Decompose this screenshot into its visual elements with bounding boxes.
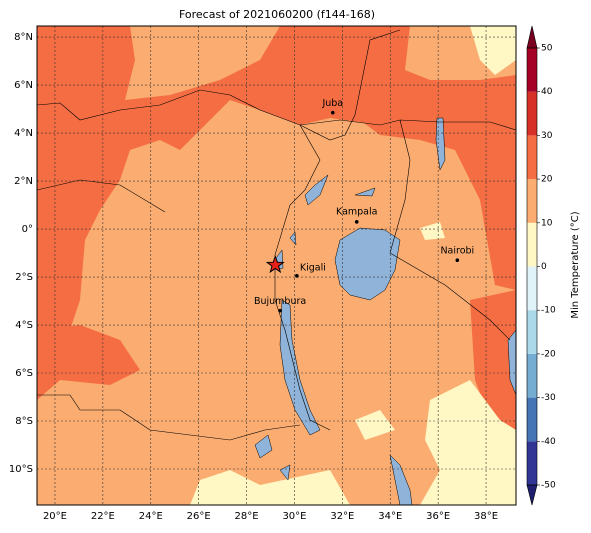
colorbar-extend-high: [526, 25, 538, 49]
x-tick-label: 22°E: [91, 511, 115, 522]
city-label: Nairobi: [440, 246, 474, 257]
map-frame: [36, 25, 517, 506]
y-tick-label: 10°S: [9, 464, 33, 475]
colorbar-band: [527, 135, 537, 180]
city-dot: [354, 220, 359, 224]
y-tick-label: 8°S: [15, 416, 33, 427]
colorbar-band: [527, 48, 537, 92]
x-tick-label: 38°E: [474, 511, 498, 522]
colorbar-tick-label: 20: [541, 175, 553, 185]
colorbar-tick-label: 40: [541, 87, 553, 97]
colorbar-tick-label: 0: [541, 262, 547, 272]
city-dot: [455, 258, 460, 263]
x-tick-label: 32°E: [330, 511, 354, 522]
colorbar-band: [527, 353, 537, 398]
city-label: Kigali: [300, 262, 326, 273]
colorbar-tick-label: 50: [541, 44, 553, 54]
x-tick-label: 36°E: [426, 511, 450, 522]
x-tick-label: 24°E: [139, 511, 163, 522]
x-tick-label: 34°E: [378, 511, 402, 522]
y-tick-label: 8°N: [14, 32, 33, 43]
x-tick-label: 28°E: [235, 511, 259, 522]
y-tick-label: 0°: [22, 224, 33, 235]
colorbar-extend-low: [526, 484, 538, 506]
colorbar-band: [527, 91, 537, 136]
colorbar-tick-label: -40: [541, 437, 556, 447]
city-dot: [295, 274, 299, 278]
y-tick-label: 4°N: [14, 128, 33, 139]
colorbar-band: [527, 441, 537, 485]
colorbar-label: Min Temperature (°C): [570, 211, 581, 318]
y-tick-label: 2°N: [14, 176, 33, 187]
y-tick-label: 4°S: [15, 320, 33, 331]
colorbar-tick-label: -50: [541, 481, 556, 491]
map-fill: [37, 26, 516, 505]
city-label: Kampala: [336, 206, 377, 217]
colorbar-tick-label: 10: [541, 218, 553, 228]
x-tick-label: 20°E: [43, 511, 67, 522]
colorbar-band: [527, 310, 537, 354]
colorbar-band: [527, 397, 537, 442]
city-dot: [330, 110, 335, 115]
colorbar-tick-label: -10: [541, 306, 556, 316]
colorbar-band: [527, 179, 537, 223]
colorbar-band: [527, 222, 537, 267]
y-tick-label: 6°N: [14, 80, 33, 91]
colorbar-band: [527, 266, 537, 311]
title: Forecast of 2021060200 (f144-168): [179, 8, 375, 21]
colorbar-tick-label: -20: [541, 349, 556, 359]
x-tick-label: 26°E: [187, 511, 211, 522]
colorbar-tick-label: -30: [541, 393, 556, 403]
location-star: [265, 255, 285, 274]
city-label: Bujumbura: [254, 296, 306, 307]
city-dot: [278, 308, 282, 313]
x-tick-label: 30°E: [282, 511, 306, 522]
colorbar-tick-label: 30: [541, 131, 553, 141]
y-tick-label: 6°S: [15, 368, 33, 379]
city-label: Juba: [321, 98, 343, 109]
colorbar: 50 40 30 20 10 0 -10 -20 -30 -40 -50: [526, 25, 556, 506]
y-tick-label: 2°S: [15, 272, 33, 283]
